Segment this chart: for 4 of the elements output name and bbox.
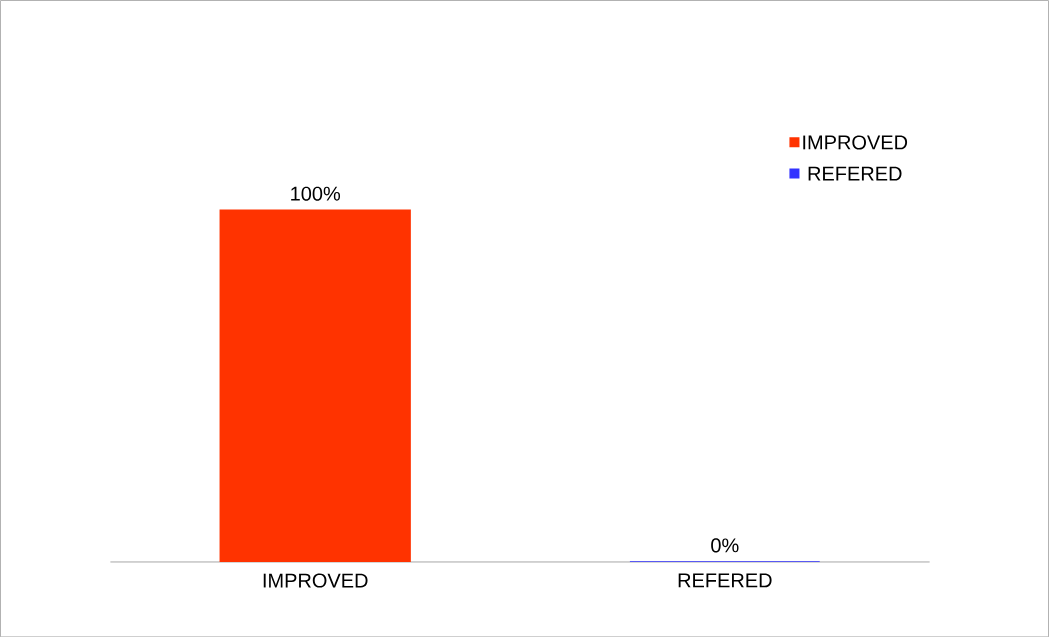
data-label: 0% xyxy=(711,538,739,553)
legend-label: IMPROVED xyxy=(803,135,908,150)
data-label: 100% xyxy=(291,186,341,201)
legend-label: REFERED xyxy=(808,166,902,181)
